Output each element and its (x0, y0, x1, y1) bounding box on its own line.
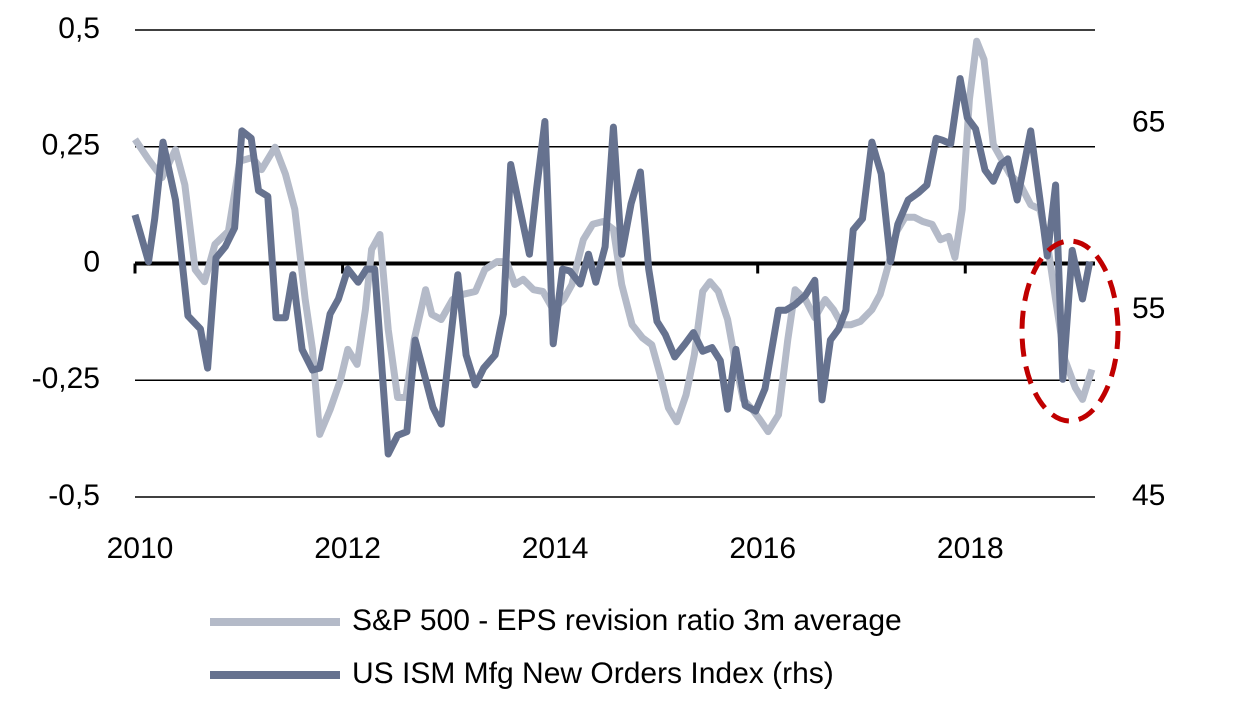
y-tick-label: 0,25 (42, 129, 100, 162)
y2-tick-label: 55 (1132, 292, 1165, 325)
x-tick-label: 2010 (107, 532, 174, 565)
legend-label: S&P 500 - EPS revision ratio 3m average (352, 604, 902, 637)
y-tick-label: 0 (83, 245, 100, 278)
y-tick-label: 0,5 (58, 12, 100, 45)
highlight-ellipse (1019, 238, 1121, 424)
x-tick-label: 2012 (314, 532, 381, 565)
y2-tick-label: 65 (1132, 105, 1165, 138)
y-tick-label: -0,25 (32, 362, 100, 395)
x-tick-label: 2018 (937, 532, 1004, 565)
y2-tick-label: 45 (1132, 479, 1165, 512)
y-tick-label: -0,5 (48, 479, 100, 512)
x-tick-label: 2014 (522, 532, 589, 565)
series-line (132, 37, 1096, 438)
legend-label: US ISM Mfg New Orders Index (rhs) (352, 657, 834, 690)
x-tick-label: 2016 (729, 532, 796, 565)
series-line (131, 75, 1094, 458)
